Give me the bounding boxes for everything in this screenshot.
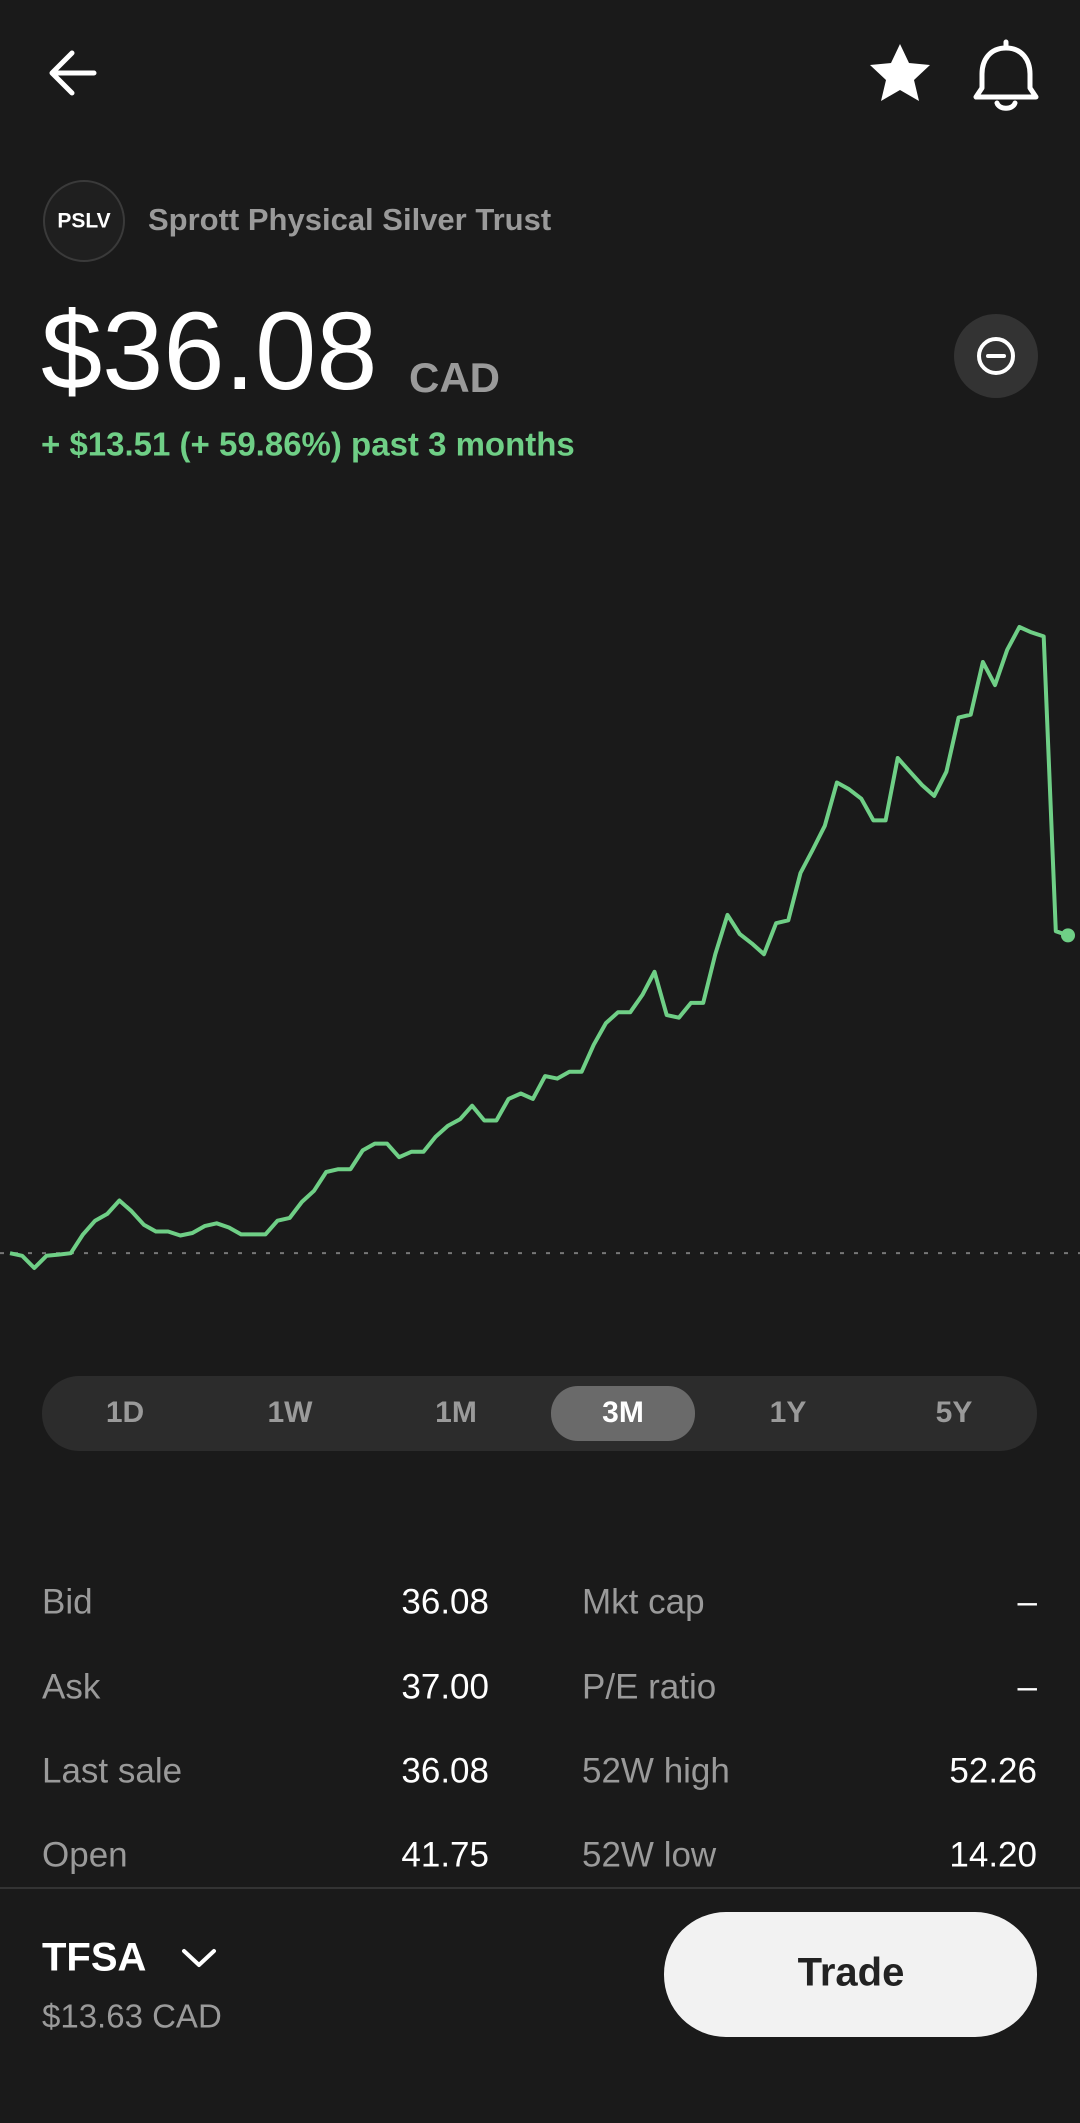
- currency: CAD: [409, 354, 500, 401]
- stat-label: Open: [42, 1835, 128, 1874]
- range-options: 1D 1W 1M 3M 1Y 5Y: [106, 1386, 973, 1441]
- range-label: 1D: [106, 1396, 144, 1429]
- star-button[interactable]: [870, 44, 930, 101]
- ticker: PSLV: [57, 210, 110, 233]
- price: $36.08: [41, 290, 377, 413]
- range-selector: [42, 1376, 1037, 1451]
- stat-value: 52.26: [949, 1751, 1037, 1790]
- range-option[interactable]: 3M: [551, 1386, 695, 1441]
- account-name: TFSA: [42, 1936, 146, 1980]
- price-chart: [0, 625, 1080, 1270]
- stat-label: Last sale: [42, 1751, 182, 1790]
- stat-value: –: [1018, 1582, 1038, 1621]
- trade-label: Trade: [798, 1951, 905, 1995]
- collapse-button[interactable]: [954, 314, 1038, 398]
- stat-value: 14.20: [949, 1835, 1037, 1874]
- range-label: 5Y: [936, 1396, 973, 1429]
- range-option[interactable]: 1M: [435, 1396, 477, 1429]
- minus-circle: [977, 337, 1015, 375]
- stat-value: 37.00: [401, 1667, 489, 1706]
- stat-label: Mkt cap: [582, 1582, 705, 1621]
- back-arrow: [49, 50, 97, 96]
- stat-label: Bid: [42, 1582, 93, 1621]
- range-label: 1Y: [770, 1396, 807, 1429]
- range-label: 1M: [435, 1396, 477, 1429]
- range-option[interactable]: 5Y: [936, 1396, 973, 1429]
- account-balance: $13.63 CAD: [42, 1998, 222, 2035]
- stat-label: P/E ratio: [582, 1667, 716, 1706]
- price-change: + $13.51 (+ 59.86%) past 3 months: [41, 426, 575, 463]
- range-option[interactable]: 1W: [268, 1396, 314, 1429]
- back-button[interactable]: [49, 50, 97, 96]
- bell-icon: [973, 39, 1039, 111]
- range-option[interactable]: 1Y: [770, 1396, 807, 1429]
- ticker-badge: [43, 180, 125, 262]
- trade-button[interactable]: Trade: [664, 1912, 1037, 2037]
- stat-value: 36.08: [401, 1582, 489, 1621]
- range-option[interactable]: 1D: [106, 1396, 144, 1429]
- stat-label: Ask: [42, 1667, 101, 1706]
- account-selector[interactable]: TFSA: [42, 1936, 216, 1980]
- security-name: Sprott Physical Silver Trust: [148, 202, 551, 237]
- stats-table: Bid 36.08 Mkt cap – Ask 37.00 P/E ratio – Last s…: [42, 1582, 1038, 1874]
- selected-pill: [551, 1386, 695, 1441]
- price-line: [9, 625, 1069, 1270]
- trade-button-bg: [664, 1912, 1037, 2037]
- chevron: [182, 1949, 216, 1967]
- stat-value: 41.75: [401, 1835, 489, 1874]
- stat-label: 52W low: [582, 1835, 717, 1874]
- stat-value: 36.08: [401, 1751, 489, 1790]
- range-label: 1W: [268, 1396, 314, 1429]
- last-point: [1061, 928, 1075, 943]
- bell-button[interactable]: [973, 39, 1039, 111]
- stat-value: –: [1018, 1667, 1038, 1706]
- stat-label: 52W high: [582, 1751, 730, 1790]
- range-label: 3M: [602, 1396, 644, 1429]
